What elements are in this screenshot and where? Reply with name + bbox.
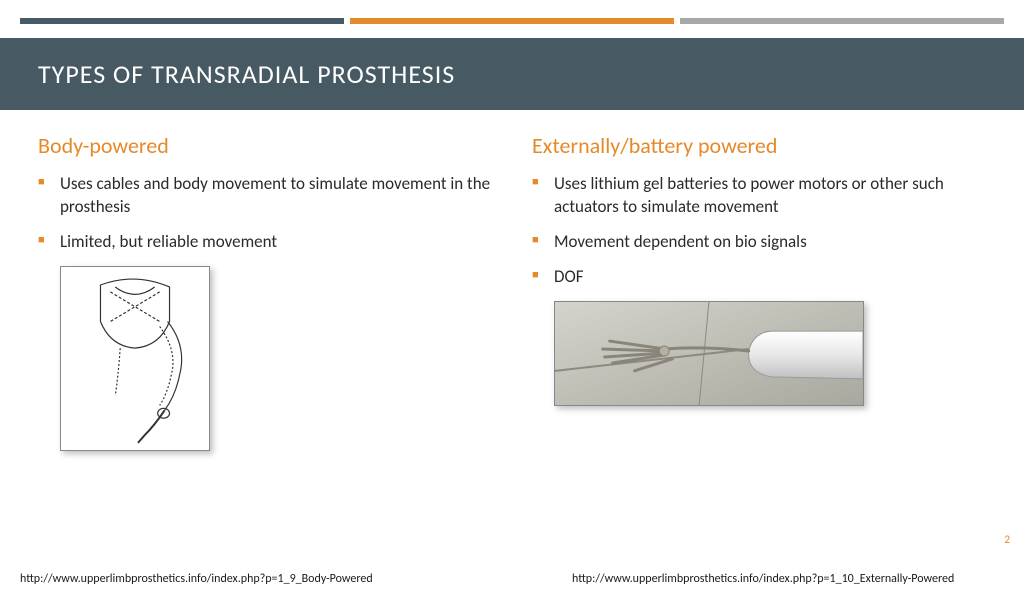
left-bullet-list: Uses cables and body movement to simulat… bbox=[38, 173, 492, 254]
footer-citations: http://www.upperlimbprosthetics.info/ind… bbox=[0, 572, 1024, 586]
left-column: Body-powered Uses cables and body moveme… bbox=[38, 132, 492, 451]
right-bullet-list: Uses lithium gel batteries to power moto… bbox=[532, 173, 986, 289]
footer-left-url: http://www.upperlimbprosthetics.info/ind… bbox=[20, 572, 452, 586]
list-item: DOF bbox=[532, 266, 986, 289]
left-image-frame bbox=[60, 266, 210, 451]
list-item: Movement dependent on bio signals bbox=[532, 231, 986, 254]
right-image-frame bbox=[554, 301, 864, 406]
content-columns: Body-powered Uses cables and body moveme… bbox=[0, 110, 1024, 451]
bar-2 bbox=[350, 18, 674, 24]
list-item: Limited, but reliable movement bbox=[38, 231, 492, 254]
left-heading: Body-powered bbox=[38, 132, 492, 159]
slide-title-band: TYPES OF TRANSRADIAL PROSTHESIS bbox=[0, 38, 1024, 110]
body-powered-sketch-icon bbox=[61, 266, 209, 451]
slide-title: TYPES OF TRANSRADIAL PROSTHESIS bbox=[38, 58, 455, 90]
page-number: 2 bbox=[1004, 533, 1010, 546]
footer-right-url: http://www.upperlimbprosthetics.info/ind… bbox=[452, 572, 1004, 586]
right-column: Externally/battery powered Uses lithium … bbox=[532, 132, 986, 451]
list-item: Uses lithium gel batteries to power moto… bbox=[532, 173, 986, 219]
top-accent-bars bbox=[0, 18, 1024, 26]
right-heading: Externally/battery powered bbox=[532, 132, 986, 159]
bar-1 bbox=[20, 18, 344, 24]
bar-3 bbox=[680, 18, 1004, 24]
list-item: Uses cables and body movement to simulat… bbox=[38, 173, 492, 219]
robotic-hand-icon bbox=[555, 301, 863, 406]
